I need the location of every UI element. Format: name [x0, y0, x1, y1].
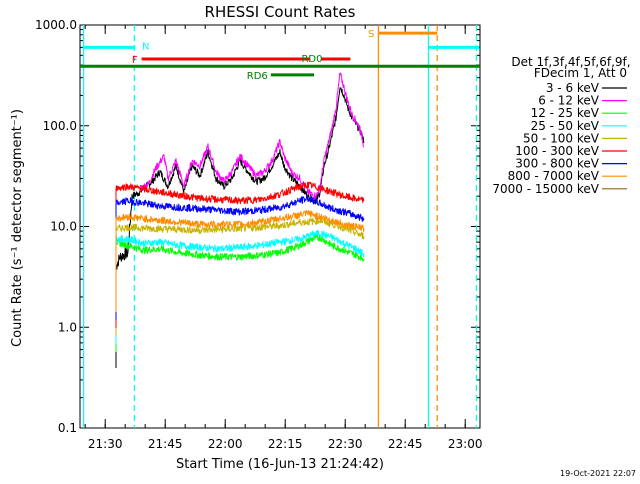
legend-entry-label: 300 - 800 keV	[515, 157, 599, 171]
x-tick-label: 22:30	[328, 437, 363, 451]
x-tick-label: 22:15	[268, 437, 303, 451]
data-series-line	[115, 229, 365, 344]
y-axis-label: Count Rate (s⁻¹ detector segment⁻¹)	[10, 109, 25, 347]
annotation-bar-label: RD6	[247, 71, 268, 82]
data-series-line	[115, 217, 365, 336]
y-tick-label: 10.0	[50, 220, 77, 234]
legend-entry-label: 7000 - 15000 keV	[492, 182, 599, 196]
y-tick-label: 0.1	[58, 421, 77, 435]
data-series-line	[139, 72, 365, 200]
data-series-line	[115, 181, 365, 328]
legend-header-line: FDecim 1, Att 0	[534, 66, 627, 80]
legend-entry-label: 50 - 100 keV	[523, 131, 600, 145]
x-tick-label: 22:45	[388, 437, 423, 451]
data-series-line	[115, 234, 365, 352]
legend: Det 1f,3f,4f,5f,6f,9f,FDecim 1, Att 03 -…	[492, 55, 630, 196]
y-tick-label: 1000.0	[35, 18, 77, 32]
legend-entry-label: 6 - 12 keV	[538, 94, 600, 108]
y-tick-label: 1.0	[58, 320, 77, 334]
y-tick-label: 100.0	[43, 119, 77, 133]
legend-entry-label: 25 - 50 keV	[531, 119, 600, 133]
x-tick-label: 21:45	[148, 437, 183, 451]
legend-entry-label: 12 - 25 keV	[531, 106, 600, 120]
x-tick-label: 22:00	[208, 437, 243, 451]
legend-entry-label: 800 - 7000 keV	[508, 169, 600, 183]
x-tick-label: 23:00	[448, 437, 483, 451]
annotation-bar-label: RD0	[301, 54, 322, 65]
footer-timestamp: 19-Oct-2021 22:07	[560, 469, 636, 478]
annotation-bar-label: F	[132, 55, 138, 66]
chart-title: RHESSI Count Rates	[205, 3, 356, 21]
x-axis-label: Start Time (16-Jun-13 21:24:42)	[176, 457, 384, 472]
annotation-bar-label: S	[368, 29, 374, 40]
x-tick-label: 21:30	[88, 437, 123, 451]
data-series-line	[115, 195, 365, 320]
plot-area: 0.1 1.0 10.0 100.0 1000.0 21:30 21:45 22:00 22:1…	[35, 18, 482, 451]
legend-entry-label: 3 - 6 keV	[546, 81, 600, 95]
legend-entry-label: 100 - 300 keV	[515, 144, 599, 158]
data-series-line	[115, 209, 365, 312]
annotation-bar-label: N	[142, 41, 149, 52]
legend-header-line: Det 1f,3f,4f,5f,6f,9f,	[511, 55, 630, 69]
